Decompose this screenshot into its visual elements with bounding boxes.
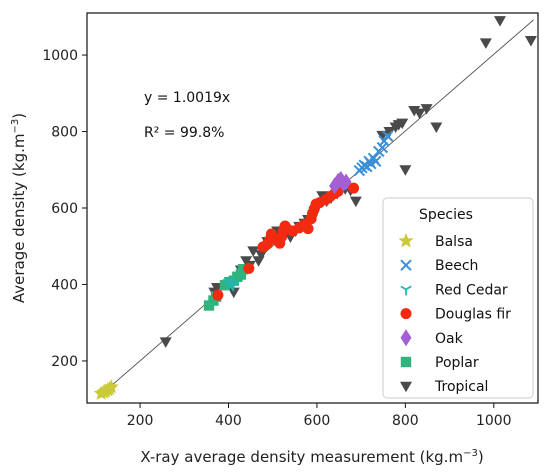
legend-label-beech: Beech — [435, 258, 478, 274]
y-tick-label: 1000 — [42, 48, 78, 64]
x-axis-label-exponent: −3 — [463, 448, 478, 459]
legend-marker-beech — [400, 259, 412, 271]
x-ticks: 200 400 600 800 1000 — [127, 403, 512, 429]
tropical-point — [420, 104, 433, 115]
tropical-point — [396, 118, 409, 130]
oak-point — [340, 173, 352, 191]
beech-point — [370, 155, 382, 168]
y-axis-label-exponent: −3 — [10, 119, 21, 134]
tropical-point — [413, 108, 426, 120]
legend-label-tropical: Tropical — [434, 379, 488, 395]
legend-marker-red-cedar — [400, 285, 412, 296]
legend-label-balsa: Balsa — [435, 234, 473, 250]
tropical-point — [493, 16, 506, 27]
red-cedar-point — [227, 281, 240, 292]
douglas-fir-point — [348, 182, 360, 194]
x-tick-label: 400 — [215, 413, 242, 429]
legend-label-poplar: Poplar — [435, 355, 479, 371]
y-axis-label: Average density (kg.m−3) — [10, 113, 28, 303]
tropical-point — [479, 38, 492, 49]
tropical-point — [383, 127, 396, 138]
beech-point — [376, 141, 389, 154]
tropical-point — [349, 196, 362, 208]
x-axis-label-close: ) — [478, 448, 484, 466]
tropical-point — [399, 165, 412, 176]
legend-title: Species — [419, 207, 473, 223]
x-tick-label: 800 — [392, 413, 419, 429]
legend: Species Balsa Beech Red Cedar Douglas fir Oa… — [382, 197, 534, 399]
x-axis-label: X-ray average density measurement (kg.m−… — [140, 448, 483, 466]
equation-annotation: y = 1.0019x — [144, 90, 230, 106]
y-axis-label-text: Average density (kg.m — [10, 134, 28, 304]
x-axis-label-text: X-ray average density measurement (kg.m — [140, 448, 463, 466]
y-axis-label-close: ) — [10, 113, 28, 119]
x-tick-label: 200 — [127, 413, 154, 429]
points-layer — [93, 16, 537, 400]
legend-label-red-cedar: Red Cedar — [435, 282, 508, 298]
x-tick-label: 1000 — [476, 413, 512, 429]
legend-marker-tropical — [400, 381, 412, 393]
tropical-point — [408, 106, 421, 117]
y-tick-label: 400 — [51, 277, 78, 293]
legend-marker-balsa — [398, 233, 414, 248]
douglas-fir-point — [243, 262, 255, 274]
legend-marker-poplar — [400, 356, 412, 368]
tropical-point — [159, 337, 172, 348]
y-tick-label: 600 — [51, 201, 78, 217]
poplar-point — [235, 269, 247, 280]
legend-marker-oak — [400, 329, 412, 347]
y-ticks: 200 400 600 800 1000 — [42, 48, 87, 370]
legend-items: Balsa Beech Red Cedar Douglas fir Oak Poplar T… — [398, 233, 511, 395]
x-tick-label: 600 — [304, 413, 331, 429]
legend-label-douglas-fir: Douglas fir — [435, 307, 511, 323]
poplar-point — [237, 263, 249, 275]
tropical-point — [247, 246, 260, 257]
tropical-point — [227, 287, 240, 299]
legend-label-oak: Oak — [435, 331, 464, 347]
tropical-point — [430, 122, 443, 133]
beech-point — [381, 130, 394, 142]
y-tick-label: 200 — [51, 354, 78, 370]
douglas-fir-point — [212, 289, 224, 301]
tropical-point — [524, 36, 537, 47]
beech-point — [378, 135, 390, 147]
r2-annotation: R² = 99.8% — [144, 125, 224, 141]
balsa-point — [103, 378, 119, 394]
legend-box — [382, 197, 534, 399]
y-tick-label: 800 — [51, 125, 78, 141]
legend-marker-douglas-fir — [400, 308, 412, 320]
douglas-fir-point — [302, 223, 314, 235]
